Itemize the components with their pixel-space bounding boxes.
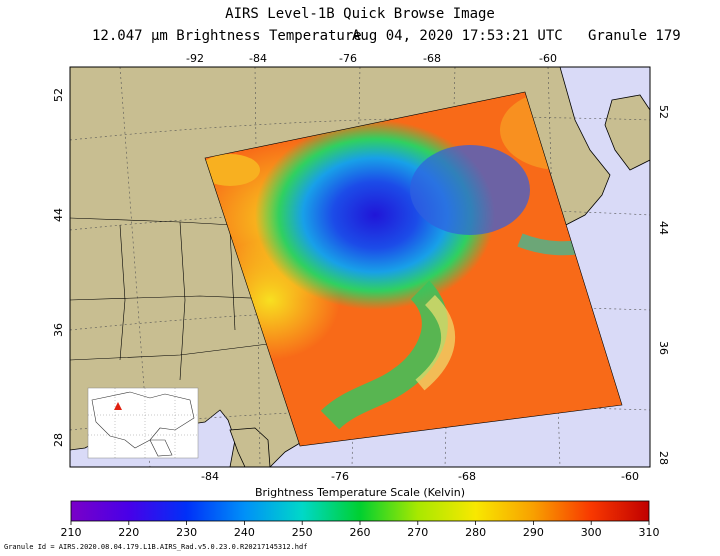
colorbar-tick-label: 290 — [523, 526, 544, 539]
lat-tick-right: 52 — [657, 105, 670, 119]
lon-tick-top: -76 — [339, 52, 357, 65]
colorbar-tick-label: 220 — [118, 526, 139, 539]
colorbar — [70, 500, 650, 522]
colorbar-title: Brightness Temperature Scale (Kelvin) — [255, 486, 465, 499]
lat-tick-right: 36 — [657, 341, 670, 355]
colorbar-tick-label: 310 — [639, 526, 660, 539]
lat-tick-right: 28 — [657, 451, 670, 465]
lon-tick-top: -60 — [539, 52, 557, 65]
colorbar-tick-label: 300 — [581, 526, 602, 539]
swath-outline — [204, 91, 623, 447]
colorbar-tick-label: 230 — [176, 526, 197, 539]
granule-location-marker — [114, 402, 122, 410]
lon-tick-top: -68 — [423, 52, 441, 65]
colorbar-tick-label: 260 — [350, 526, 371, 539]
colorbar-tick-label: 270 — [407, 526, 428, 539]
image-title: AIRS Level-1B Quick Browse Image — [225, 6, 495, 22]
lat-tick-left: 36 — [52, 323, 65, 337]
colorbar-tick-label: 280 — [465, 526, 486, 539]
lat-tick-left: 28 — [52, 433, 65, 447]
lon-tick-bottom: -84 — [201, 470, 219, 483]
newfoundland-land — [604, 94, 650, 171]
colorbar-tick-label: 210 — [61, 526, 82, 539]
band-label: 12.047 µm Brightness Temperature — [92, 28, 362, 44]
lon-tick-bottom: -76 — [331, 470, 349, 483]
colorbar-tick-label: 240 — [234, 526, 255, 539]
lon-tick-bottom: -60 — [621, 470, 639, 483]
lat-tick-left: 44 — [52, 208, 65, 222]
inset-locator-map — [87, 387, 199, 459]
lat-tick-left: 52 — [52, 88, 65, 102]
granule-time-label: Aug 04, 2020 17:53:21 UTC Granule 179 — [352, 28, 681, 44]
colorbar-tick-label: 250 — [292, 526, 313, 539]
lon-tick-top: -92 — [186, 52, 204, 65]
map-frame — [69, 66, 651, 468]
lat-tick-right: 44 — [657, 221, 670, 235]
lon-tick-top: -84 — [249, 52, 267, 65]
lon-tick-bottom: -68 — [458, 470, 476, 483]
granule-id: Granule Id = AIRS.2020.08.04.179.L1B.AIR… — [4, 543, 308, 551]
